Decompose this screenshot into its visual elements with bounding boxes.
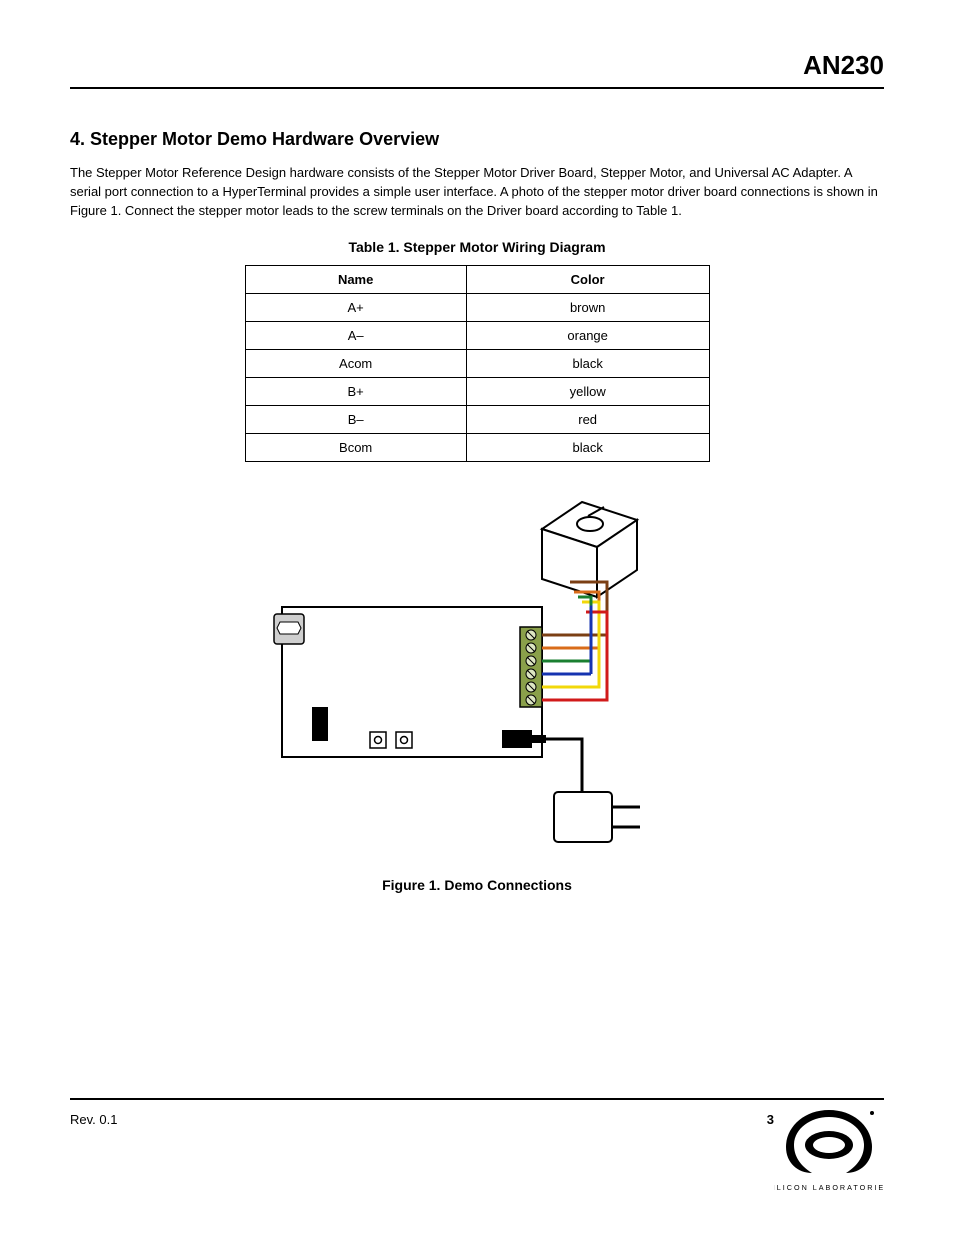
power-adapter-icon [546, 739, 640, 842]
table-row: B–red [245, 405, 709, 433]
logo-text: SILICON LABORATORIES [774, 1183, 884, 1192]
table-row: A–orange [245, 321, 709, 349]
footer-rule [70, 1098, 884, 1100]
table-caption: Table 1. Stepper Motor Wiring Diagram [70, 239, 884, 255]
table-row: A+brown [245, 293, 709, 321]
silicon-labs-logo: SILICON LABORATORIES [774, 1105, 884, 1200]
col-header-name: Name [245, 265, 466, 293]
table-row: B+yellow [245, 377, 709, 405]
footer-page: 3 [767, 1112, 774, 1127]
table-row: Acomblack [245, 349, 709, 377]
demo-connections-svg [242, 492, 712, 852]
driver-board-icon [274, 607, 546, 757]
header-rule [70, 87, 884, 89]
footer-rev: Rev. 0.1 [70, 1112, 117, 1127]
figure-caption: Figure 1. Demo Connections [70, 877, 884, 893]
signal-table: Name Color A+brown A–orange Acomblack B+… [245, 265, 710, 462]
section-title: 4. Stepper Motor Demo Hardware Overview [70, 129, 884, 150]
col-header-color: Color [466, 265, 709, 293]
table-row: Bcomblack [245, 433, 709, 461]
motor-wires [542, 582, 607, 700]
doc-code: AN230 [70, 50, 884, 81]
section-paragraph: The Stepper Motor Reference Design hardw… [70, 164, 884, 221]
figure-demo-connections: Figure 1. Demo Connections [70, 492, 884, 893]
